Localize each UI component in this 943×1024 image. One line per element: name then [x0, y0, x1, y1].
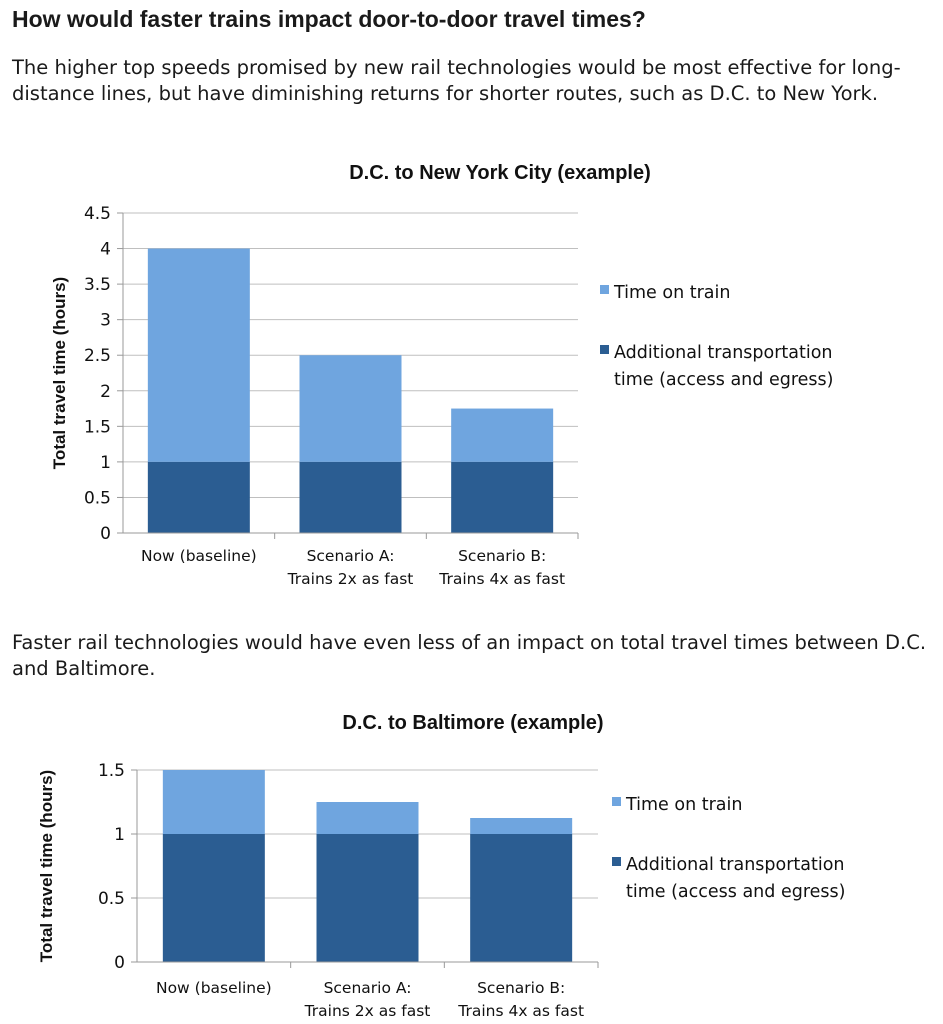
- y-axis-label: Total travel time (hours): [37, 770, 56, 962]
- chart-dc-to-nyc: D.C. to New York City (example) 0 0.5 1 1.5 2…: [50, 162, 833, 588]
- x-category-label: Scenario A:: [307, 547, 395, 565]
- bar-additional-time: [162, 834, 265, 962]
- legend-swatch-time-on-train: [600, 285, 609, 294]
- bar-additional-time: [451, 461, 554, 533]
- chart-dc-to-baltimore: D.C. to Baltimore (example) 0 0.5 1 1.5 Total…: [37, 712, 845, 1020]
- bar-additional-time: [316, 834, 419, 962]
- y-tick-label: 0: [114, 953, 125, 973]
- legend-label: Time on train: [625, 795, 742, 815]
- x-category-label: Scenario A:: [324, 979, 412, 997]
- y-tick-label: 1.5: [84, 417, 111, 437]
- x-category-label: Scenario B:: [458, 547, 546, 565]
- y-tick-label: 3.5: [84, 275, 111, 295]
- y-tick-label: 0.5: [98, 889, 125, 909]
- bar-time-on-train: [470, 818, 573, 834]
- x-category-label: Scenario B:: [477, 979, 565, 997]
- x-category-label: Now (baseline): [141, 547, 257, 565]
- y-tick-label: 1.5: [98, 761, 125, 781]
- y-tick-label: 4: [100, 240, 111, 260]
- x-category-label: Trains 2x as fast: [287, 570, 414, 588]
- legend-swatch-time-on-train: [612, 797, 621, 806]
- x-category-label: Trains 4x as fast: [457, 1002, 584, 1020]
- bar-additional-time: [147, 461, 250, 533]
- y-tick-label: 4.5: [84, 204, 111, 224]
- x-category-label: Now (baseline): [156, 979, 272, 997]
- bar-time-on-train: [162, 770, 265, 834]
- x-category-label: Trains 4x as fast: [438, 570, 565, 588]
- legend-swatch-additional-time: [600, 345, 609, 354]
- legend-label: Additional transportation: [626, 855, 845, 875]
- y-tick-label: 1: [114, 825, 125, 845]
- x-category-label: Trains 2x as fast: [304, 1002, 431, 1020]
- y-tick-label: 2.5: [84, 346, 111, 366]
- bar-time-on-train: [299, 355, 402, 462]
- bar-time-on-train: [316, 802, 419, 834]
- legend-swatch-additional-time: [612, 857, 621, 866]
- chart-title: D.C. to Baltimore (example): [342, 712, 603, 734]
- y-axis-label: Total travel time (hours): [50, 277, 69, 469]
- bar-additional-time: [470, 834, 573, 962]
- bar-time-on-train: [451, 408, 554, 462]
- y-tick-label: 0.5: [84, 488, 111, 508]
- intro-paragraph-nyc: The higher top speeds promised by new ra…: [12, 56, 901, 105]
- legend-label: time (access and egress): [626, 882, 845, 902]
- y-tick-label: 0: [100, 524, 111, 544]
- chart-title: D.C. to New York City (example): [349, 162, 651, 184]
- intro-paragraph-baltimore: Faster rail technologies would have even…: [12, 631, 927, 680]
- bar-time-on-train: [147, 248, 250, 462]
- page-heading: How would faster trains impact door-to-d…: [12, 6, 646, 32]
- legend-label: Time on train: [613, 283, 730, 303]
- y-tick-label: 3: [100, 311, 111, 331]
- bar-additional-time: [299, 461, 402, 533]
- legend-label: time (access and egress): [614, 370, 833, 390]
- legend-label: Additional transportation: [614, 343, 833, 363]
- y-tick-label: 2: [100, 382, 111, 402]
- y-tick-label: 1: [100, 453, 111, 473]
